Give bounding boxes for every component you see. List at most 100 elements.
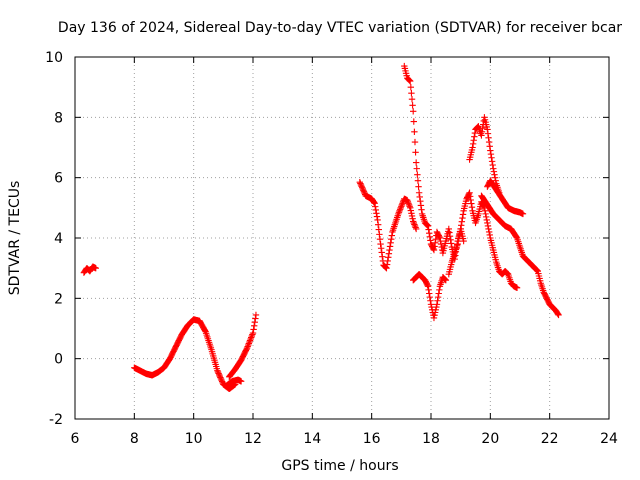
data-point-marker — [379, 253, 386, 260]
data-point-marker — [488, 158, 496, 165]
data-point-marker — [405, 200, 412, 207]
x-tick-label: 10 — [185, 431, 203, 447]
data-series-afternoon-c — [410, 271, 450, 322]
data-point-marker — [408, 212, 416, 220]
data-point-marker — [432, 236, 439, 243]
data-point-marker — [415, 189, 423, 196]
data-point-marker — [436, 233, 443, 240]
data-point-marker — [412, 149, 419, 156]
data-series-early-arc — [80, 263, 99, 276]
data-point-marker — [383, 264, 390, 272]
data-point-marker — [410, 118, 417, 125]
data-point-marker — [414, 177, 422, 184]
data-point-marker — [489, 161, 496, 169]
data-point-marker — [491, 174, 499, 181]
data-point-marker — [431, 309, 439, 316]
data-point-marker — [459, 211, 467, 218]
data-point-marker — [482, 210, 489, 218]
data-point-marker — [458, 222, 465, 229]
data-point-marker — [490, 165, 497, 172]
data-point-marker — [386, 243, 394, 250]
data-point-marker — [407, 207, 415, 214]
data-point-marker — [373, 213, 381, 220]
data-point-marker — [491, 171, 498, 178]
data-point-marker — [454, 240, 461, 248]
data-point-marker — [437, 240, 445, 248]
data-point-marker — [481, 207, 489, 215]
data-series-afternoon-g — [478, 192, 562, 319]
data-point-marker — [249, 329, 257, 337]
data-point-marker — [485, 228, 493, 236]
data-point-marker — [251, 318, 258, 326]
x-tick-label: 18 — [422, 431, 440, 447]
data-point-marker — [416, 193, 423, 201]
data-point-marker — [513, 284, 521, 291]
data-point-marker — [466, 189, 473, 196]
data-point-marker — [433, 301, 441, 308]
y-tick-label: 8 — [54, 110, 63, 126]
data-point-marker — [487, 150, 495, 158]
data-point-marker — [483, 216, 490, 224]
data-point-marker — [404, 197, 411, 204]
data-point-marker — [412, 224, 419, 231]
data-point-marker — [426, 229, 433, 237]
data-point-marker — [395, 210, 402, 218]
data-point-marker — [413, 165, 420, 172]
data-point-marker — [430, 314, 438, 322]
data-point-marker — [378, 249, 385, 256]
data-point-marker — [395, 209, 403, 216]
data-point-marker — [468, 204, 476, 211]
data-point-marker — [409, 102, 416, 109]
data-point-marker — [358, 183, 365, 190]
data-point-marker — [92, 264, 99, 272]
data-point-marker — [455, 234, 463, 242]
data-series-afternoon-e — [466, 114, 503, 196]
data-point-marker — [252, 315, 259, 322]
data-markers — [80, 62, 562, 393]
x-tick-label: 24 — [600, 431, 618, 447]
data-point-marker — [411, 222, 419, 230]
data-point-marker — [432, 306, 439, 313]
data-point-marker — [387, 239, 394, 247]
data-point-marker — [246, 337, 254, 344]
data-point-marker — [466, 193, 474, 200]
data-point-marker — [486, 143, 493, 150]
data-point-marker — [456, 228, 464, 236]
data-point-marker — [533, 266, 540, 274]
data-point-marker — [490, 168, 498, 175]
x-tick-label: 20 — [481, 431, 499, 447]
x-tick-label: 12 — [244, 431, 262, 447]
data-point-marker — [425, 286, 432, 294]
data-point-marker — [360, 187, 367, 194]
data-point-marker — [447, 240, 455, 247]
data-point-marker — [385, 250, 393, 257]
data-point-marker — [431, 312, 438, 319]
data-point-marker — [467, 196, 474, 204]
data-point-marker — [214, 367, 221, 374]
data-point-marker — [247, 335, 254, 343]
data-point-marker — [484, 126, 491, 133]
data-point-marker — [484, 219, 491, 227]
data-point-marker — [359, 185, 366, 193]
data-point-marker — [409, 215, 416, 222]
data-point-marker — [237, 378, 245, 385]
data-point-marker — [424, 222, 432, 230]
data-point-marker — [405, 201, 413, 209]
data-point-marker — [250, 326, 257, 333]
data-point-marker — [408, 210, 415, 217]
data-point-marker — [468, 200, 475, 207]
chart-title: Day 136 of 2024, Sidereal Day-to-day VTE… — [58, 20, 622, 36]
data-point-marker — [215, 371, 223, 379]
data-point-marker — [407, 77, 414, 85]
data-point-marker — [383, 261, 391, 268]
data-point-marker — [470, 137, 477, 144]
data-point-marker — [356, 178, 363, 186]
x-tick-labels: 6 8 10 12 14 16 18 20 22 24 — [71, 431, 618, 447]
data-point-marker — [427, 237, 434, 244]
data-point-marker — [374, 216, 381, 224]
data-point-marker — [376, 236, 384, 243]
data-point-marker — [357, 181, 365, 189]
y-axis-label: SDTVAR / TECUs — [7, 181, 23, 296]
data-point-marker — [372, 203, 379, 210]
